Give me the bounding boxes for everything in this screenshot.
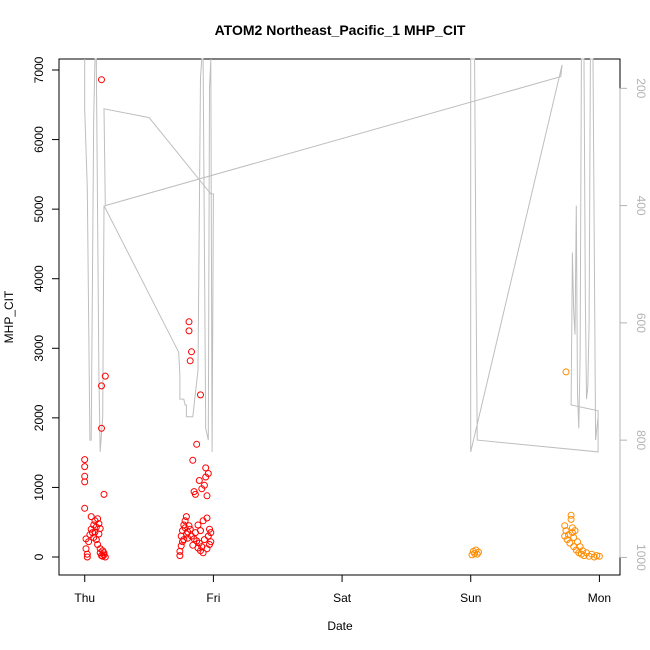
x-tick-label: Thu (74, 591, 95, 605)
data-point (100, 549, 108, 557)
data-point (197, 527, 204, 535)
data-point (81, 456, 89, 464)
y2-tick-label: 1000 (634, 544, 648, 571)
y-tick-label: 0 (32, 553, 46, 560)
x-axis: Thu Fri Sat Sun Mon (74, 574, 611, 605)
data-point (200, 536, 208, 544)
data-point (92, 536, 100, 544)
data-point (200, 481, 208, 489)
data-point (176, 552, 184, 560)
data-point (189, 541, 197, 549)
y2-tick-label: 200 (634, 78, 648, 98)
data-point (561, 522, 569, 530)
data-point (570, 534, 578, 541)
y-axis-label: MHP_CIT (2, 290, 16, 343)
data-point (83, 553, 91, 561)
data-point (206, 525, 213, 533)
depth-trace-line (84, 58, 599, 453)
data-point (203, 492, 211, 500)
data-point (595, 552, 603, 560)
data-point (204, 470, 212, 477)
data-point (98, 76, 105, 84)
y-tick-label: 2000 (32, 404, 46, 431)
y-tick-label: 6000 (32, 126, 46, 153)
data-point (562, 368, 570, 376)
data-point (203, 514, 211, 522)
y-tick-label: 5000 (32, 195, 46, 222)
data-point (188, 348, 195, 356)
data-point (185, 522, 193, 530)
data-point (94, 515, 102, 523)
y-tick-label: 1000 (32, 474, 46, 501)
plot-frame (58, 58, 621, 576)
data-point (571, 527, 579, 535)
data-point (579, 547, 587, 555)
y2-tick-label: 400 (634, 196, 648, 216)
data-point (181, 517, 189, 525)
x-axis-label: Date (327, 619, 353, 633)
data-point (101, 553, 109, 561)
data-point (83, 550, 91, 558)
data-point (567, 511, 575, 519)
x-tick-label: Mon (588, 591, 611, 605)
data-point (186, 525, 194, 533)
data-points (81, 76, 603, 561)
data-point (197, 391, 204, 399)
data-point (566, 539, 574, 547)
data-point (85, 538, 93, 546)
data-point (565, 531, 572, 539)
data-point (177, 542, 185, 550)
y-tick-label: 4000 (32, 265, 46, 292)
data-point (101, 372, 109, 380)
x-tick-label: Fri (206, 591, 220, 605)
data-point (180, 536, 188, 544)
y-tick-label: 7000 (32, 56, 46, 83)
data-point (81, 463, 89, 471)
data-point (202, 464, 210, 472)
y2-axis: 200 400 600 800 1000 (619, 78, 648, 571)
data-point (98, 424, 105, 432)
x-tick-label: Sun (460, 591, 481, 605)
data-point (185, 318, 193, 326)
data-point (195, 477, 203, 484)
data-point (95, 520, 103, 528)
chart-title: ATOM2 Northeast_Pacific_1 MHP_CIT (215, 22, 466, 38)
data-point (193, 440, 201, 448)
data-point (91, 528, 99, 536)
y-axis: 0 1000 2000 3000 4000 5000 6000 7000 (32, 56, 60, 560)
data-point (87, 513, 95, 521)
data-point (475, 548, 482, 556)
data-point (189, 456, 197, 464)
data-point (186, 357, 194, 365)
x-tick-label: Sat (333, 591, 352, 605)
data-point (81, 478, 89, 486)
data-point (100, 490, 108, 498)
data-point (207, 529, 215, 537)
y2-tick-label: 800 (634, 430, 648, 450)
data-point (194, 521, 202, 529)
data-point (96, 525, 104, 532)
data-point (81, 504, 89, 512)
y2-tick-label: 600 (634, 313, 648, 333)
data-point (98, 382, 105, 390)
data-point (185, 327, 193, 335)
y-tick-label: 3000 (32, 335, 46, 362)
data-point (199, 549, 207, 557)
data-point (207, 538, 215, 546)
depth-trace (84, 58, 599, 453)
data-point (191, 490, 199, 498)
data-point (182, 513, 190, 521)
data-point (567, 515, 575, 523)
